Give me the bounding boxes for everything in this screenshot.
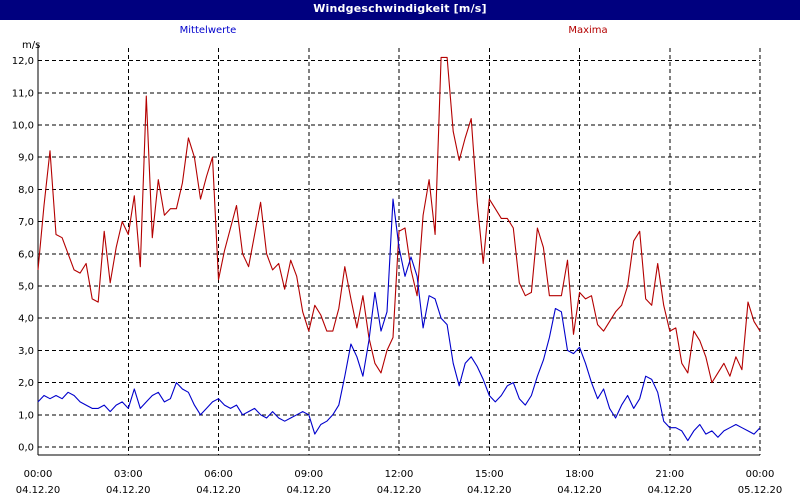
x-tick-time: 00:00 bbox=[746, 469, 775, 480]
x-tick-time: 00:00 bbox=[24, 469, 53, 480]
x-tick-time: 12:00 bbox=[385, 469, 414, 480]
axes bbox=[37, 44, 760, 456]
x-tick-labels: 00:00 04.12.20 03:00 04.12.20 06:00 04.12.20 0… bbox=[16, 469, 783, 496]
x-tick-date: 04.12.20 bbox=[557, 485, 602, 496]
x-tick-time: 21:00 bbox=[655, 469, 684, 480]
x-tick-time: 06:00 bbox=[204, 469, 233, 480]
y-tick-label: 11,0 bbox=[12, 88, 34, 99]
y-tick-label: 6,0 bbox=[18, 249, 34, 260]
x-tick-date: 05.12.20 bbox=[738, 485, 783, 496]
series-line-maxima bbox=[37, 56, 761, 384]
x-tick-time: 09:00 bbox=[294, 469, 323, 480]
series-lines bbox=[37, 56, 761, 442]
y-tick-labels: 0,0 1,0 2,0 3,0 4,0 5,0 6,0 7,0 8,0 9,0 10,0 11,0 12… bbox=[12, 56, 34, 453]
x-tick-date: 04.12.20 bbox=[377, 485, 422, 496]
wind-speed-chart: m/s Mittelwerte Maxima 0,0 1,0 2,0 3,0 4,0 5,… bbox=[0, 20, 800, 500]
chart-background bbox=[0, 20, 800, 500]
x-tick-time: 03:00 bbox=[114, 469, 143, 480]
legend-maxima: Maxima bbox=[568, 25, 607, 36]
x-tick-time: 15:00 bbox=[475, 469, 504, 480]
series-line-mittelwerte bbox=[37, 198, 761, 442]
x-tick-date: 04.12.20 bbox=[196, 485, 241, 496]
x-tick-date: 04.12.20 bbox=[106, 485, 151, 496]
y-tick-label: 10,0 bbox=[12, 121, 34, 132]
y-axis-unit: m/s bbox=[22, 40, 40, 51]
x-tick-date: 04.12.20 bbox=[16, 485, 61, 496]
x-tick-date: 04.12.20 bbox=[467, 485, 512, 496]
y-tick-label: 9,0 bbox=[18, 153, 34, 164]
y-tick-label: 5,0 bbox=[18, 282, 34, 293]
y-tick-label: 7,0 bbox=[18, 217, 34, 228]
y-tick-label: 0,0 bbox=[18, 443, 34, 454]
y-tick-label: 2,0 bbox=[18, 378, 34, 389]
x-tick-date: 04.12.20 bbox=[286, 485, 331, 496]
y-tick-label: 1,0 bbox=[18, 410, 34, 421]
x-tick-date: 04.12.20 bbox=[647, 485, 692, 496]
chart-title: Windgeschwindigkeit [m/s] bbox=[0, 0, 800, 20]
legend-mittelwerte: Mittelwerte bbox=[180, 25, 237, 36]
y-tick-label: 8,0 bbox=[18, 185, 34, 196]
x-tick-time: 18:00 bbox=[565, 469, 594, 480]
y-tick-label: 12,0 bbox=[12, 56, 34, 67]
grid-lines bbox=[37, 48, 761, 455]
y-tick-label: 4,0 bbox=[18, 314, 34, 325]
y-tick-label: 3,0 bbox=[18, 346, 34, 357]
